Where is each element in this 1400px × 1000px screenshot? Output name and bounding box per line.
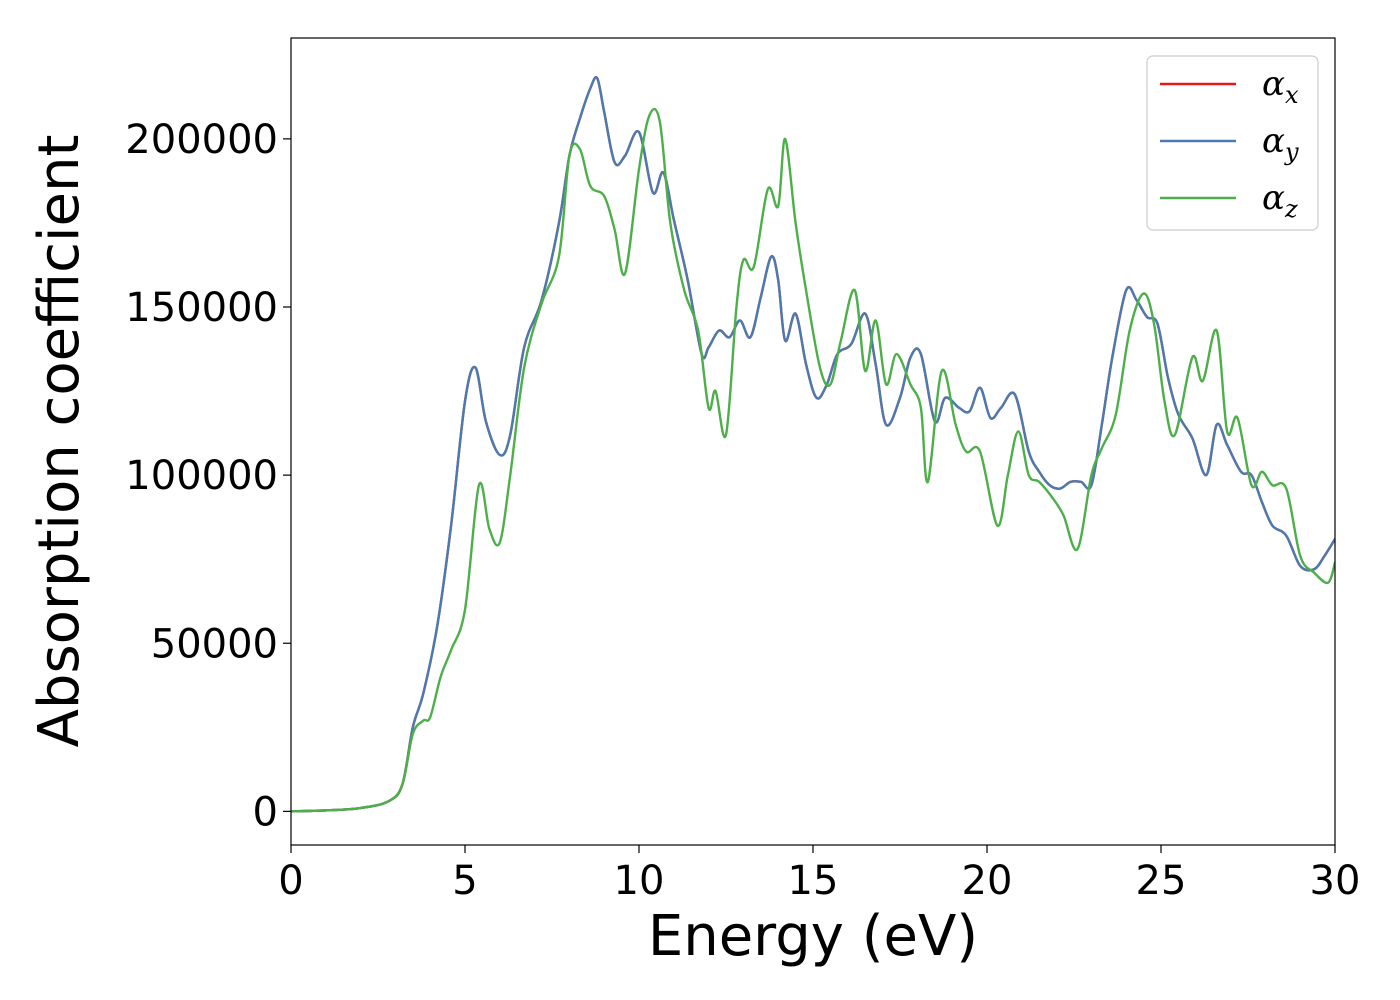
y-tick-label: 50000 <box>151 621 278 667</box>
x-tick-label: 30 <box>1310 858 1361 904</box>
series-line-z <box>291 107 1335 813</box>
legend-subscript: z <box>1284 195 1298 223</box>
x-axis: 0 5 10 15 20 25 30 <box>278 845 1360 904</box>
x-tick-label: 5 <box>452 858 477 904</box>
legend-box <box>1146 55 1319 231</box>
x-tick-label: 10 <box>614 858 665 904</box>
series-line-y <box>291 76 1335 813</box>
x-tick-label: 25 <box>1136 858 1187 904</box>
y-tick-label: 100000 <box>125 453 278 499</box>
legend-label-z: αz <box>1262 178 1298 223</box>
y-tick-label: 0 <box>253 789 278 835</box>
x-tick-label: 20 <box>962 858 1013 904</box>
y-tick-label: 150000 <box>125 285 278 331</box>
legend-label-x: αx <box>1262 64 1299 109</box>
legend-symbol: α <box>1262 121 1285 161</box>
x-axis-label: Energy (eV) <box>648 904 978 969</box>
legend-subscript: x <box>1285 81 1299 109</box>
y-axis: 0 50000 100000 150000 200000 <box>125 117 291 835</box>
x-tick-label: 0 <box>278 858 303 904</box>
legend-label-y: αy <box>1262 121 1299 166</box>
legend-symbol: α <box>1262 64 1285 104</box>
x-tick-label: 15 <box>788 858 839 904</box>
legend-symbol: α <box>1262 178 1285 218</box>
y-axis-label: Absorption coefficient <box>27 135 92 748</box>
legend-subscript: y <box>1284 138 1299 166</box>
series-layer <box>291 76 1335 813</box>
y-tick-label: 200000 <box>125 117 278 163</box>
